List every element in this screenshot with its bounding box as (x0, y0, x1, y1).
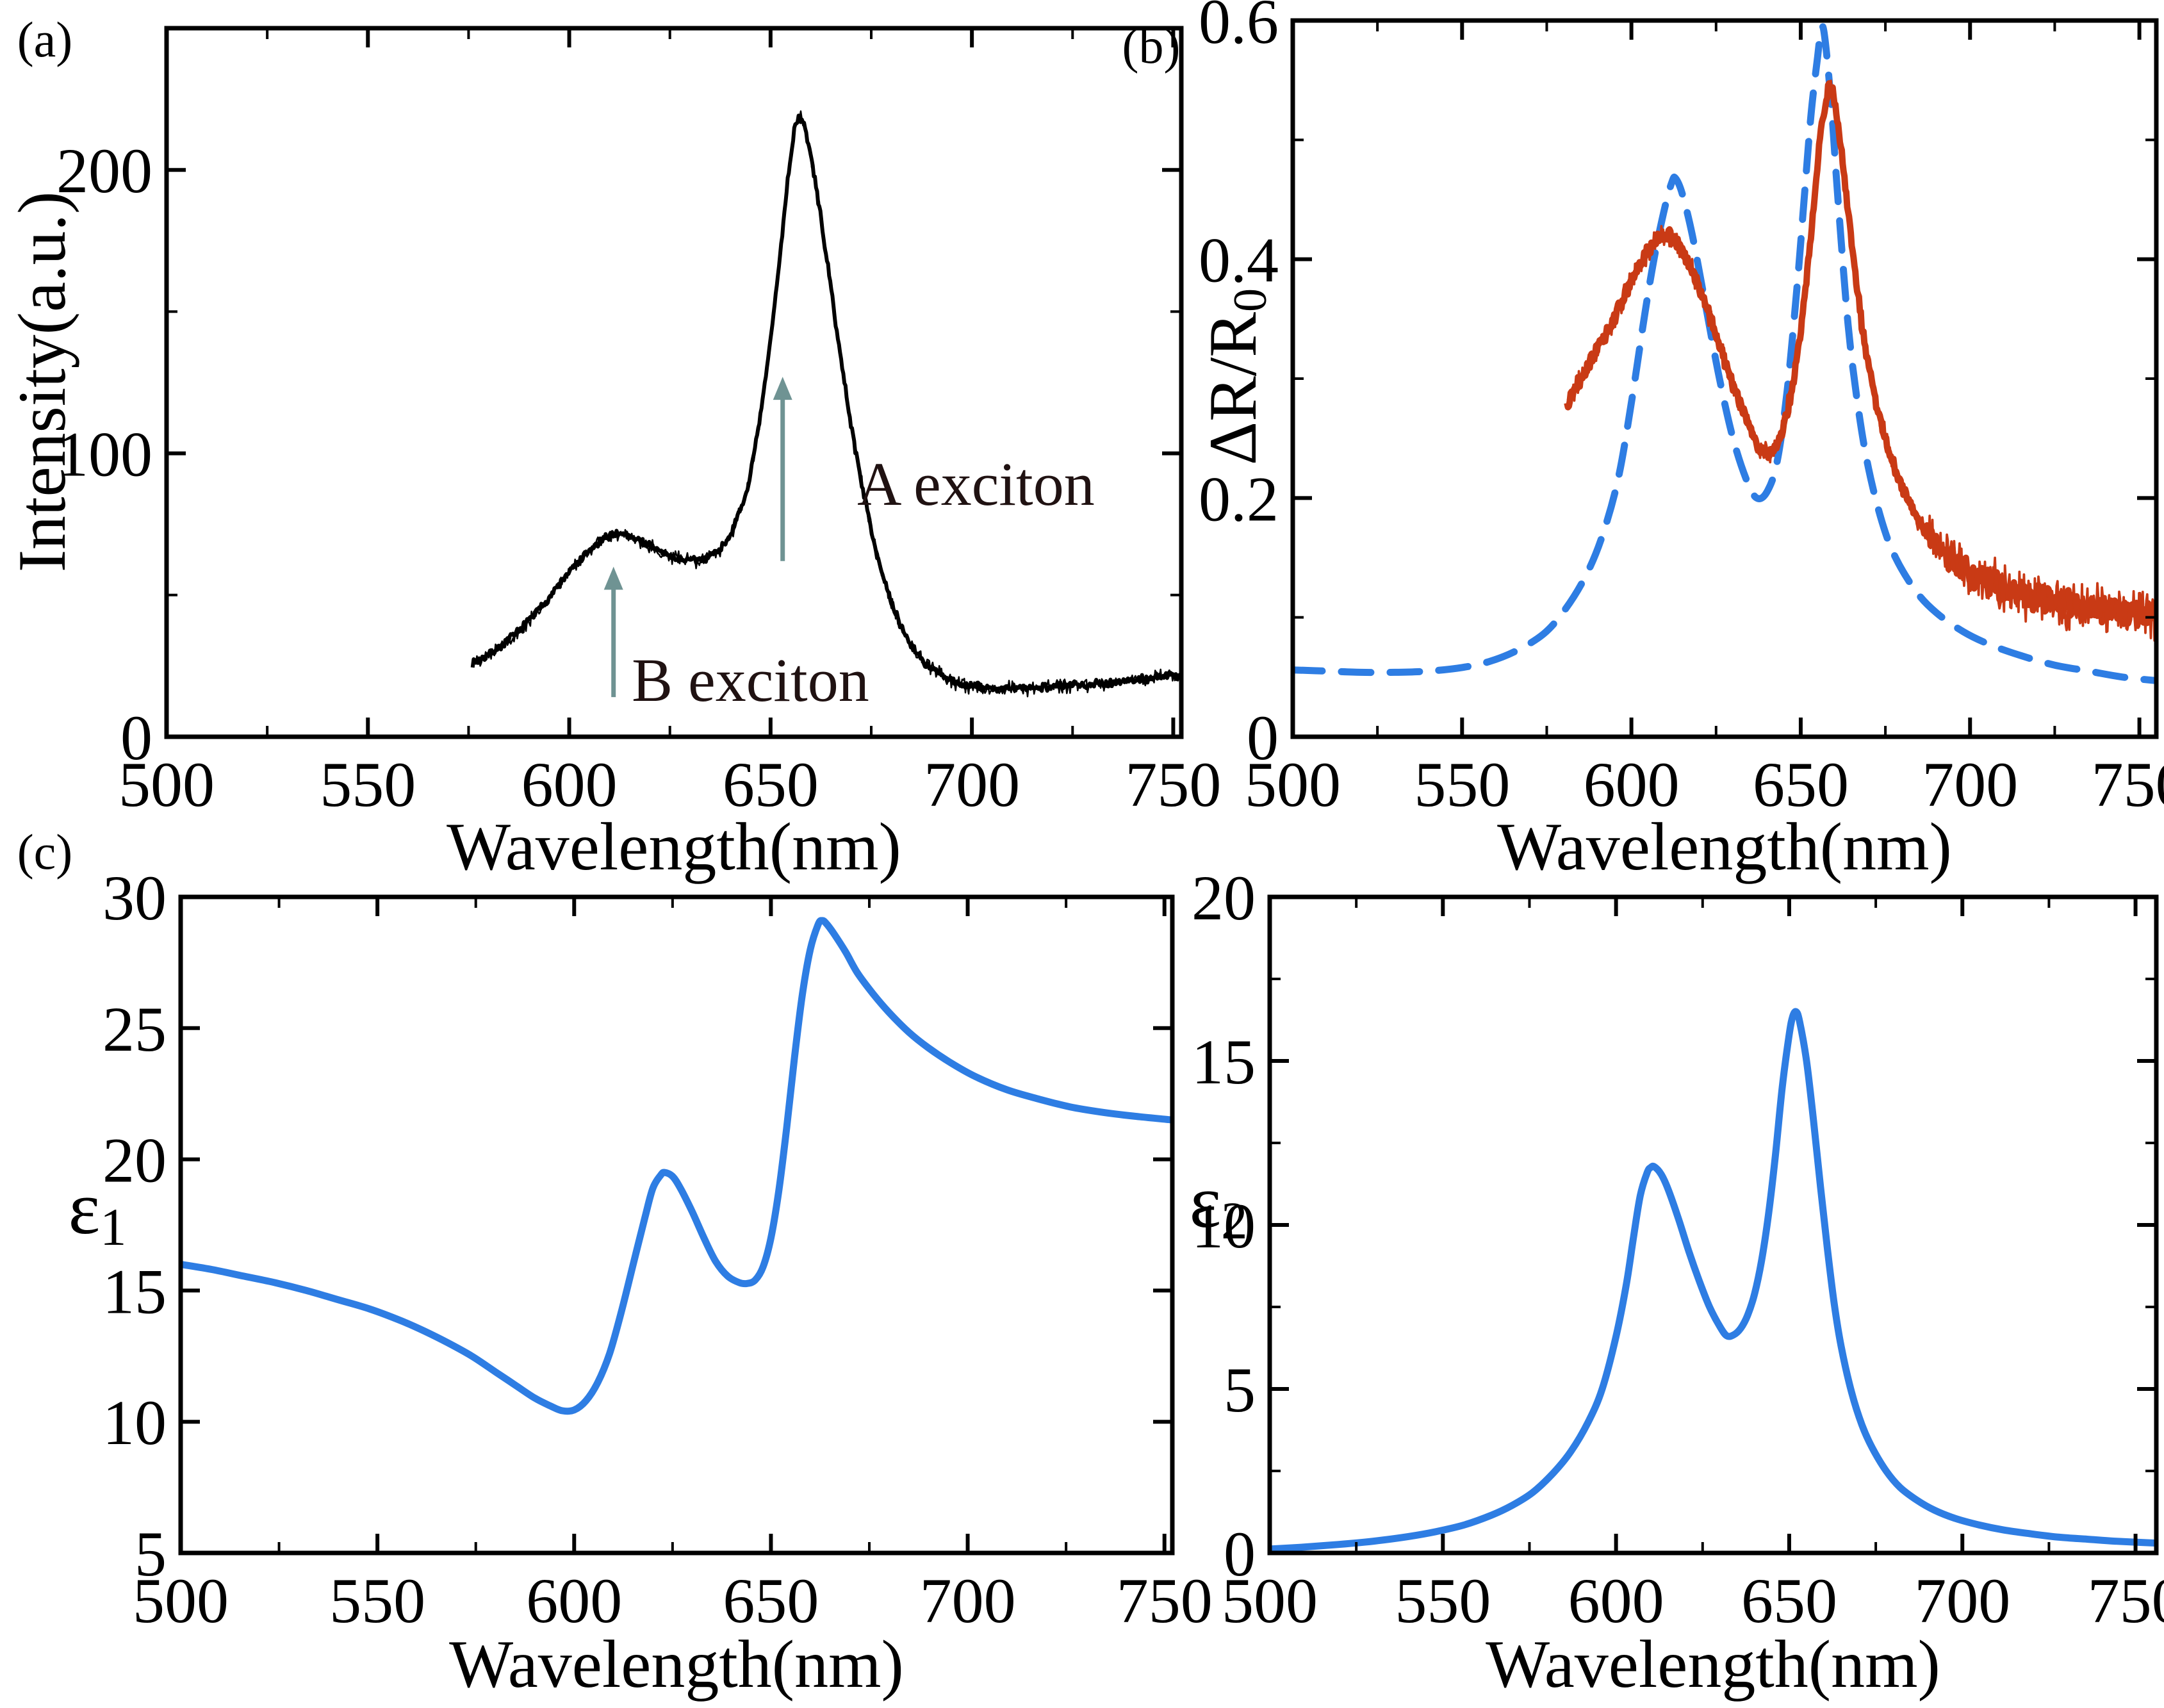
x-tick-label: 650 (1753, 749, 1849, 820)
panel-a: 500 550 600 650 700 750 0 100 200 (56, 26, 1221, 820)
x-tick-label: 550 (1395, 1565, 1491, 1636)
y-tick-label: 15 (102, 1256, 167, 1327)
panel-b: 500 550 600 650 700 750 0 0.2 0.4 0.6 (1199, 0, 2164, 820)
epsilon2-imaginary-permittivity (1270, 1008, 2156, 1553)
y-tick-label: 20 (102, 1125, 167, 1196)
x-tick-label: 750 (2092, 749, 2164, 820)
panel-a-axes (164, 26, 1184, 739)
x-tick-label: 550 (1414, 749, 1510, 820)
y-tick-label: 10 (102, 1387, 167, 1458)
exciton-arrow (603, 566, 623, 698)
x-tick-label: 650 (723, 1565, 819, 1636)
y-axis-label-intensity-text: Intensity(a.u.) (4, 191, 79, 573)
y-tick-label: 0 (1247, 702, 1279, 773)
panel-a-series (470, 110, 1181, 698)
panel-c: 500 550 600 650 700 750 5 10 15 20 25 30 (102, 862, 1213, 1636)
x-tick-label: 700 (1914, 1565, 2010, 1636)
x-tick-label: 500 (1222, 1565, 1318, 1636)
y-axis-label-delta-r-sub: 0 (1224, 288, 1277, 313)
photoluminescence-spectrum-noise-fuzz (471, 110, 1181, 698)
y-tick-label: 15 (1192, 1026, 1256, 1097)
y-tick-label: 25 (102, 994, 167, 1065)
y-axis-label-delta-r: ΔR/R0 (1195, 288, 1277, 465)
x-tick-label: 700 (1922, 749, 2018, 820)
x-tick-label: 750 (1125, 749, 1221, 820)
y-axis-label-epsilon2: ε2 (1190, 1164, 1248, 1247)
panel-d: 500 550 600 650 700 750 0 5 10 15 20 (1192, 862, 2164, 1636)
panel-c-series (181, 917, 1172, 1415)
y-tick-label: 0 (120, 702, 152, 773)
x-tick-label: 700 (924, 749, 1020, 820)
x-axis-label-panel-d: Wavelength(nm) (1486, 1627, 1940, 1702)
y-axis-label-epsilon2-text: ε (1189, 1160, 1222, 1244)
panel-c-tick-labels: 500 550 600 650 700 750 5 10 15 20 25 30 (102, 862, 1213, 1636)
x-axis-label-panel-a: Wavelength(nm) (447, 809, 901, 884)
reflectance-data (1564, 80, 2156, 629)
panel-label-a: (a) (17, 12, 73, 67)
x-tick-label: 500 (133, 1565, 229, 1636)
x-tick-label: 600 (521, 749, 618, 820)
x-tick-label: 550 (329, 1565, 425, 1636)
y-axis-label-epsilon1: ε1 (69, 1170, 127, 1254)
panel-b-tick-labels: 500 550 600 650 700 750 0 0.2 0.4 0.6 (1199, 0, 2164, 820)
y-axis-label-epsilon2-sub: 2 (1221, 1191, 1248, 1251)
y-tick-label: 0 (1224, 1518, 1256, 1589)
y-tick-label: 0.6 (1199, 0, 1279, 57)
y-axis-label-epsilon1-sub: 1 (100, 1197, 127, 1257)
x-tick-label: 750 (2088, 1565, 2164, 1636)
panel-b-axes (1290, 18, 2159, 739)
epsilon1-real-permittivity (181, 917, 1172, 1415)
x-tick-label: 650 (1741, 1565, 1837, 1636)
reflectance-data-noise-fuzz (1566, 79, 2156, 642)
y-tick-label: 0.2 (1199, 463, 1279, 534)
panel-label-c: (c) (17, 824, 73, 880)
panel-d-tick-labels: 500 550 600 650 700 750 0 5 10 15 20 (1192, 862, 2164, 1636)
a-exciton-annotation: A exciton (857, 450, 1095, 519)
panel-label-b: (b) (1122, 18, 1181, 74)
y-tick-label: 5 (135, 1518, 167, 1589)
x-tick-label: 750 (1117, 1565, 1213, 1636)
y-axis-label-intensity: Intensity(a.u.) (4, 192, 79, 573)
b-exciton-annotation: B exciton (632, 645, 869, 714)
y-tick-label: 100 (56, 419, 152, 490)
y-tick-label: 20 (1192, 862, 1256, 933)
exciton-arrow (773, 377, 792, 561)
y-axis-label-epsilon1-text: ε (68, 1166, 101, 1250)
panel-a-tick-labels: 500 550 600 650 700 750 0 100 200 (56, 135, 1221, 820)
x-tick-label: 700 (920, 1565, 1016, 1636)
y-tick-label: 5 (1224, 1354, 1256, 1425)
x-tick-label: 500 (1245, 749, 1341, 820)
x-tick-label: 500 (119, 749, 215, 820)
x-tick-label: 600 (1568, 1565, 1664, 1636)
x-tick-label: 600 (526, 1565, 622, 1636)
panel-d-series (1270, 1008, 2156, 1553)
x-axis-label-panel-c: Wavelength(nm) (449, 1627, 904, 1702)
panel-c-axes (178, 894, 1175, 1556)
photoluminescence-spectrum (470, 113, 1181, 694)
y-tick-label: 30 (102, 862, 167, 933)
y-axis-label-delta-r-text: ΔR/R (1195, 312, 1270, 466)
panel-d-axes (1267, 894, 2159, 1556)
y-tick-label: 0.4 (1199, 225, 1279, 296)
y-tick-label: 10 (1192, 1190, 1256, 1261)
x-axis-label-panel-b: Wavelength(nm) (1497, 809, 1952, 884)
y-tick-label: 200 (56, 135, 152, 206)
x-tick-label: 650 (723, 749, 819, 820)
x-tick-label: 550 (320, 749, 416, 820)
lorentz-fit-dashed (1293, 22, 2156, 684)
panel-b-series (1293, 22, 2156, 684)
x-tick-label: 600 (1584, 749, 1680, 820)
